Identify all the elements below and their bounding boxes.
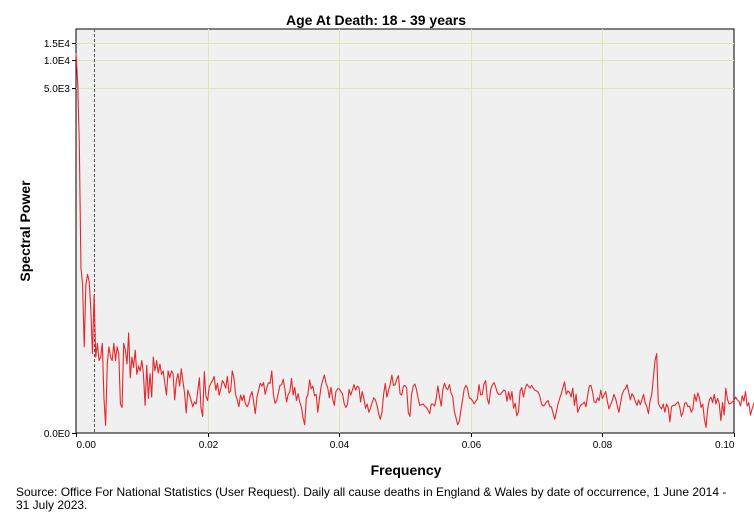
x-axis-label: Frequency [371,462,442,478]
x-tick-label: 0.02 [199,440,219,451]
grid-lines [76,29,734,433]
x-tick-label: 0.10 [715,440,735,451]
axes-group: 0.00 0.02 0.04 0.06 0.08 0.10 0.0E0 5.0E3 1.0E4 1… [44,39,735,451]
series-group [75,53,754,429]
series-line [75,53,754,429]
x-tick-label: 0.06 [462,440,482,451]
y-tick-label: 0.0E0 [44,429,71,440]
x-tick-label: 0.04 [330,440,350,451]
chart-title: Age At Death: 18 - 39 years [286,12,466,28]
y-tick-label: 5.0E3 [44,84,71,95]
y-tick-label: 1.0E4 [44,56,71,67]
y-axis-label: Spectral Power [17,180,33,282]
x-tick-label: 0.08 [593,440,613,451]
y-tick-label: 1.5E4 [44,39,71,50]
plot-area [75,28,735,434]
x-tick-label: 0.00 [77,440,97,451]
source-note: Source: Office For National Statistics (… [16,485,727,512]
